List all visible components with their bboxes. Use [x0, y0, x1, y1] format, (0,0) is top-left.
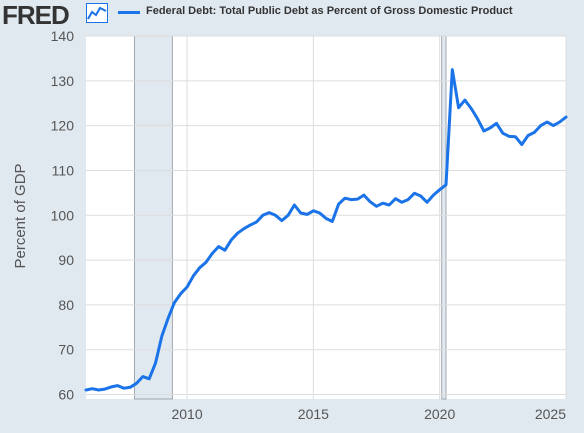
grid-lines [86, 35, 567, 399]
y-axis-label: Percent of GDP [12, 163, 29, 268]
x-tick-labels: 2010 2015 2020 2025 [171, 406, 566, 422]
x-tick-label-2015: 2015 [298, 406, 329, 422]
y-tick-label-80: 80 [58, 297, 74, 313]
x-tick-label-2020: 2020 [424, 406, 455, 422]
y-tick-label-140: 140 [51, 28, 75, 44]
y-tick-label-130: 130 [51, 73, 75, 89]
y-tick-label-100: 100 [51, 207, 75, 223]
series-line-0 [84, 68, 568, 392]
y-tick-label-110: 110 [52, 162, 75, 178]
fred-logo[interactable]: FRED [2, 0, 70, 30]
recession-band-0 [134, 35, 173, 400]
x-tick-label-2010: 2010 [171, 406, 202, 422]
y-tick-label-70: 70 [58, 342, 74, 358]
y-tick-label-90: 90 [58, 252, 74, 268]
line-chart-icon [86, 3, 108, 23]
legend-swatch [118, 11, 140, 14]
recession-band-1 [441, 35, 447, 400]
header: FRED Federal Debt: Total Public Debt as … [0, 0, 584, 30]
series-layer [84, 68, 568, 392]
legend-label: Federal Debt: Total Public Debt as Perce… [146, 5, 513, 17]
x-tick-label-2025: 2025 [535, 406, 566, 422]
y-tick-labels: 60 70 80 90 100 110 120 130 140 [51, 28, 75, 403]
y-tick-label-60: 60 [58, 387, 74, 403]
y-tick-label-120: 120 [51, 118, 75, 134]
